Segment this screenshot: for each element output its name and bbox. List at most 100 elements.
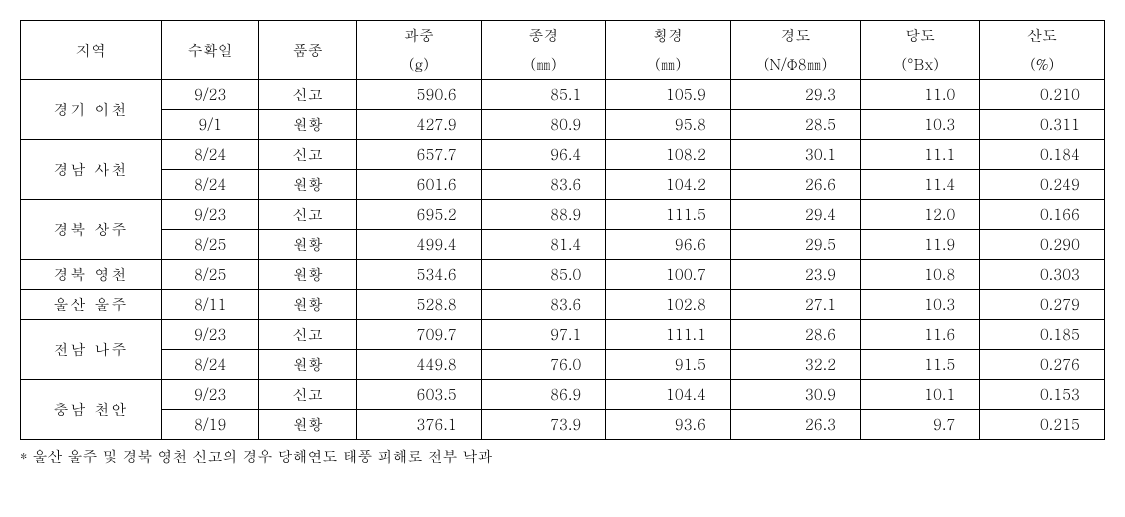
cell-variety: 원황 [259, 260, 357, 290]
cell-variety: 신고 [259, 140, 357, 170]
cell-width: 104.4 [606, 380, 731, 410]
cell-hardness: 32.2 [730, 350, 860, 380]
cell-hardness: 27.1 [730, 290, 860, 320]
table-row: 경북 영천8/25원황534.685.0100.723.910.80.303 [21, 260, 1105, 290]
cell-date: 9/23 [161, 200, 259, 230]
cell-region: 경북 상주 [21, 200, 162, 260]
header-sugar-unit: (°Bx) [861, 50, 980, 80]
cell-variety: 원황 [259, 350, 357, 380]
cell-acidity: 0.210 [980, 80, 1105, 110]
table-row: 울산 울주8/11원황528.883.6102.827.110.30.279 [21, 290, 1105, 320]
cell-sugar: 12.0 [861, 200, 980, 230]
cell-hardness: 26.3 [730, 410, 860, 440]
table-row: 8/24원황449.876.091.532.211.50.276 [21, 350, 1105, 380]
cell-length: 83.6 [481, 170, 606, 200]
header-acidity: 산도 [980, 21, 1105, 51]
cell-length: 83.6 [481, 290, 606, 320]
table-row: 경북 상주9/23신고695.288.9111.529.412.00.166 [21, 200, 1105, 230]
cell-weight: 376.1 [357, 410, 482, 440]
cell-hardness: 23.9 [730, 260, 860, 290]
cell-sugar: 11.5 [861, 350, 980, 380]
cell-weight: 709.7 [357, 320, 482, 350]
cell-width: 102.8 [606, 290, 731, 320]
cell-acidity: 0.184 [980, 140, 1105, 170]
header-sugar: 당도 [861, 21, 980, 51]
cell-variety: 원황 [259, 170, 357, 200]
cell-region: 충남 천안 [21, 380, 162, 440]
cell-weight: 499.4 [357, 230, 482, 260]
cell-date: 8/24 [161, 170, 259, 200]
cell-date: 9/23 [161, 320, 259, 350]
cell-acidity: 0.303 [980, 260, 1105, 290]
cell-sugar: 10.8 [861, 260, 980, 290]
cell-variety: 신고 [259, 320, 357, 350]
cell-date: 9/1 [161, 110, 259, 140]
cell-variety: 원황 [259, 230, 357, 260]
cell-region: 경남 사천 [21, 140, 162, 200]
header-length: 종경 [481, 21, 606, 51]
table-row: 8/25원황499.481.496.629.511.90.290 [21, 230, 1105, 260]
table-row: 경기 이천9/23신고590.685.1105.929.311.00.210 [21, 80, 1105, 110]
cell-weight: 590.6 [357, 80, 482, 110]
cell-hardness: 30.1 [730, 140, 860, 170]
cell-hardness: 29.3 [730, 80, 860, 110]
cell-hardness: 29.4 [730, 200, 860, 230]
cell-length: 85.0 [481, 260, 606, 290]
cell-length: 76.0 [481, 350, 606, 380]
cell-weight: 657.7 [357, 140, 482, 170]
cell-variety: 원황 [259, 410, 357, 440]
cell-length: 80.9 [481, 110, 606, 140]
cell-date: 8/25 [161, 260, 259, 290]
header-date: 수확일 [161, 21, 259, 80]
cell-width: 93.6 [606, 410, 731, 440]
cell-date: 8/25 [161, 230, 259, 260]
cell-sugar: 11.9 [861, 230, 980, 260]
cell-sugar: 9.7 [861, 410, 980, 440]
cell-variety: 신고 [259, 80, 357, 110]
table-body: 경기 이천9/23신고590.685.1105.929.311.00.2109/… [21, 80, 1105, 440]
cell-variety: 신고 [259, 200, 357, 230]
cell-length: 96.4 [481, 140, 606, 170]
cell-acidity: 0.249 [980, 170, 1105, 200]
table-row: 9/1원황427.980.995.828.510.30.311 [21, 110, 1105, 140]
cell-date: 9/23 [161, 80, 259, 110]
cell-region: 경기 이천 [21, 80, 162, 140]
cell-date: 8/24 [161, 140, 259, 170]
cell-hardness: 26.6 [730, 170, 860, 200]
cell-width: 111.5 [606, 200, 731, 230]
header-weight-unit: (g) [357, 50, 482, 80]
cell-acidity: 0.166 [980, 200, 1105, 230]
cell-acidity: 0.279 [980, 290, 1105, 320]
cell-acidity: 0.215 [980, 410, 1105, 440]
table-row: 충남 천안9/23신고603.586.9104.430.910.10.153 [21, 380, 1105, 410]
header-hardness-unit: (N/Φ8㎜) [730, 50, 860, 80]
header-width-unit: (㎜) [606, 50, 731, 80]
cell-sugar: 11.1 [861, 140, 980, 170]
data-table: 지역 수확일 품종 과중 종경 횡경 경도 당도 산도 (g) (㎜) (㎜) … [20, 20, 1105, 440]
cell-width: 95.8 [606, 110, 731, 140]
table-header: 지역 수확일 품종 과중 종경 횡경 경도 당도 산도 (g) (㎜) (㎜) … [21, 21, 1105, 80]
cell-date: 8/24 [161, 350, 259, 380]
cell-region: 전남 나주 [21, 320, 162, 380]
header-variety: 품종 [259, 21, 357, 80]
cell-length: 88.9 [481, 200, 606, 230]
cell-acidity: 0.276 [980, 350, 1105, 380]
table-row: 8/24원황601.683.6104.226.611.40.249 [21, 170, 1105, 200]
cell-sugar: 10.1 [861, 380, 980, 410]
table-row: 전남 나주9/23신고709.797.1111.128.611.60.185 [21, 320, 1105, 350]
header-acidity-unit: (%) [980, 50, 1105, 80]
cell-weight: 449.8 [357, 350, 482, 380]
cell-sugar: 11.6 [861, 320, 980, 350]
cell-date: 8/19 [161, 410, 259, 440]
cell-region: 경북 영천 [21, 260, 162, 290]
cell-variety: 원황 [259, 290, 357, 320]
cell-weight: 534.6 [357, 260, 482, 290]
cell-date: 9/23 [161, 380, 259, 410]
cell-hardness: 28.5 [730, 110, 860, 140]
cell-sugar: 10.3 [861, 290, 980, 320]
cell-sugar: 10.3 [861, 110, 980, 140]
cell-width: 105.9 [606, 80, 731, 110]
cell-weight: 695.2 [357, 200, 482, 230]
cell-sugar: 11.0 [861, 80, 980, 110]
cell-region: 울산 울주 [21, 290, 162, 320]
